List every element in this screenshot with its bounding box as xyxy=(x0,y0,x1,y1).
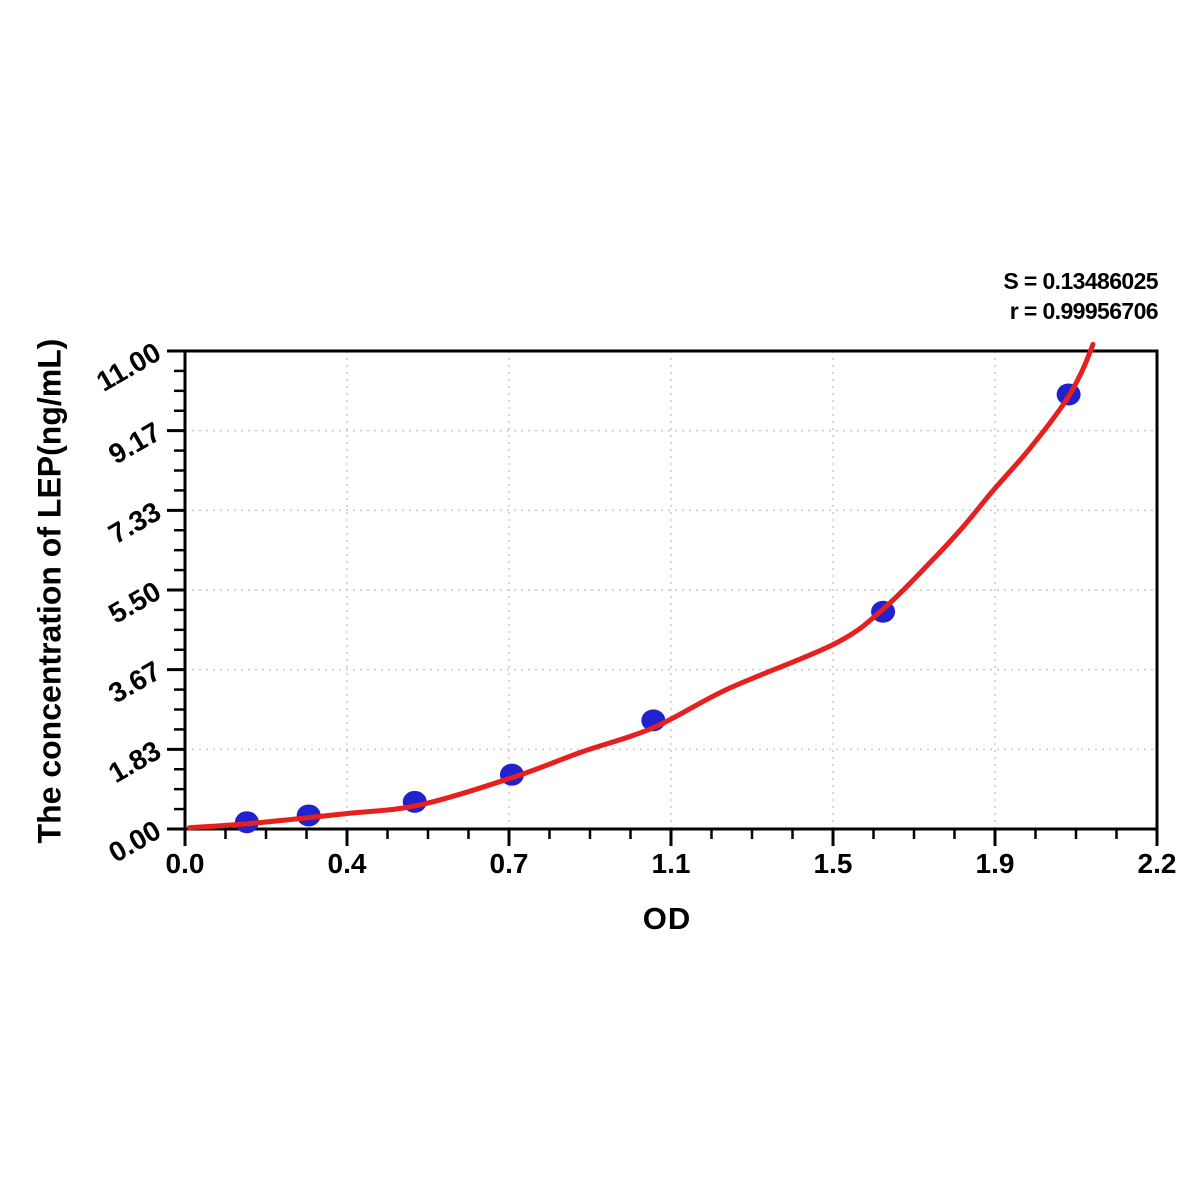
y-tick-label: 11.00 xyxy=(91,336,166,397)
x-tick-label: 1.1 xyxy=(652,848,691,879)
x-tick-label: 0.7 xyxy=(490,848,529,879)
x-tick-label: 1.5 xyxy=(814,848,853,879)
y-tick-label: 3.67 xyxy=(103,655,166,709)
fit-statistic-s: S = 0.13486025 xyxy=(1003,268,1158,294)
y-tick-label: 1.83 xyxy=(103,735,166,789)
x-tick-label: 0.4 xyxy=(328,848,367,879)
y-tick-label: 0.00 xyxy=(103,814,166,868)
x-axis-title: OD xyxy=(642,901,692,936)
fit-curve xyxy=(186,341,1096,831)
y-tick-label: 5.50 xyxy=(103,575,166,629)
y-tick-label: 9.17 xyxy=(103,416,166,470)
y-tick-label: 7.33 xyxy=(103,496,166,550)
x-tick-label: 2.2 xyxy=(1138,848,1177,879)
x-tick-label: 0.0 xyxy=(166,848,205,879)
fit-statistic-r: r = 0.99956706 xyxy=(1009,298,1159,324)
x-tick-label: 1.9 xyxy=(976,848,1015,879)
